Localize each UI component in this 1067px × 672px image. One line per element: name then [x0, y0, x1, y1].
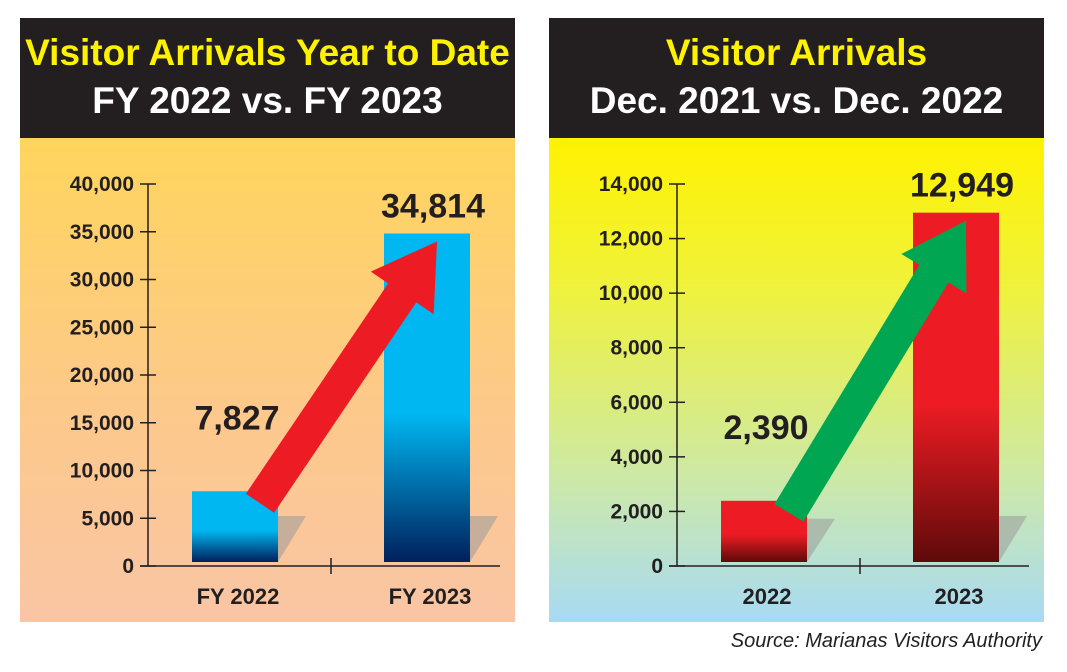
chart-subtitle: FY 2022 vs. FY 2023 [92, 80, 443, 121]
trend-arrow [245, 241, 437, 513]
x-tick-label: 2023 [935, 584, 984, 609]
source-caption: Source: Marianas Visitors Authority [730, 630, 1042, 652]
bar-shadow [470, 516, 498, 562]
y-tick-label: 8,000 [610, 337, 663, 360]
y-tick-label: 20,000 [70, 364, 134, 387]
y-tick-label: 0 [651, 555, 663, 578]
y-tick-label: 2,000 [610, 500, 663, 523]
bar-shadow-placeholder [999, 221, 1025, 564]
y-tick-label: 15,000 [70, 412, 134, 435]
y-tick-label: 4,000 [610, 446, 663, 469]
y-tick-label: 30,000 [70, 269, 134, 292]
y-tick-label: 5,000 [81, 507, 134, 530]
bar-shadow [999, 516, 1027, 562]
y-tick-label: 12,000 [599, 228, 663, 251]
data-label: 34,814 [381, 188, 485, 226]
chart-header: Visitor Arrivals Dec. 2021 vs. Dec. 2022 [549, 18, 1044, 138]
data-label: 12,949 [910, 167, 1014, 205]
y-tick-label: 14,000 [599, 173, 663, 196]
bar-shadow-placeholder [470, 242, 496, 564]
y-tick-label: 35,000 [70, 221, 134, 244]
y-tick-label: 40,000 [70, 173, 134, 196]
y-tick-label: 6,000 [610, 391, 663, 414]
chart-title: Visitor Arrivals [665, 32, 928, 73]
bar-shadow [807, 518, 835, 562]
bar-shadow [278, 516, 306, 562]
chart-header: Visitor Arrivals Year to Date FY 2022 vs… [20, 18, 515, 138]
chart-title: Visitor Arrivals Year to Date [25, 32, 510, 73]
y-tick-label: 10,000 [70, 460, 134, 483]
y-tick-label: 10,000 [599, 282, 663, 305]
trend-arrow [774, 220, 967, 522]
x-tick-label: FY 2023 [389, 584, 472, 609]
data-label: 2,390 [723, 409, 808, 447]
chart-panel-ytd: Visitor Arrivals Year to Date FY 2022 vs… [20, 18, 515, 622]
x-tick-label: FY 2022 [197, 584, 280, 609]
y-tick-label: 25,000 [70, 316, 134, 339]
chart-subtitle: Dec. 2021 vs. Dec. 2022 [589, 80, 1004, 121]
bar-chart: 0 5,000 10,000 15,000 20,000 25,000 30,000 35,0… [70, 173, 500, 609]
x-tick-label: 2022 [743, 584, 792, 609]
bar-chart: 0 2,000 4,000 6,000 8,000 10,000 12,000 14,000 2… [599, 167, 1029, 609]
y-tick-label: 0 [122, 555, 134, 578]
chart-panel-december: Visitor Arrivals Dec. 2021 vs. Dec. 2022… [549, 18, 1044, 622]
data-label: 7,827 [194, 399, 279, 437]
